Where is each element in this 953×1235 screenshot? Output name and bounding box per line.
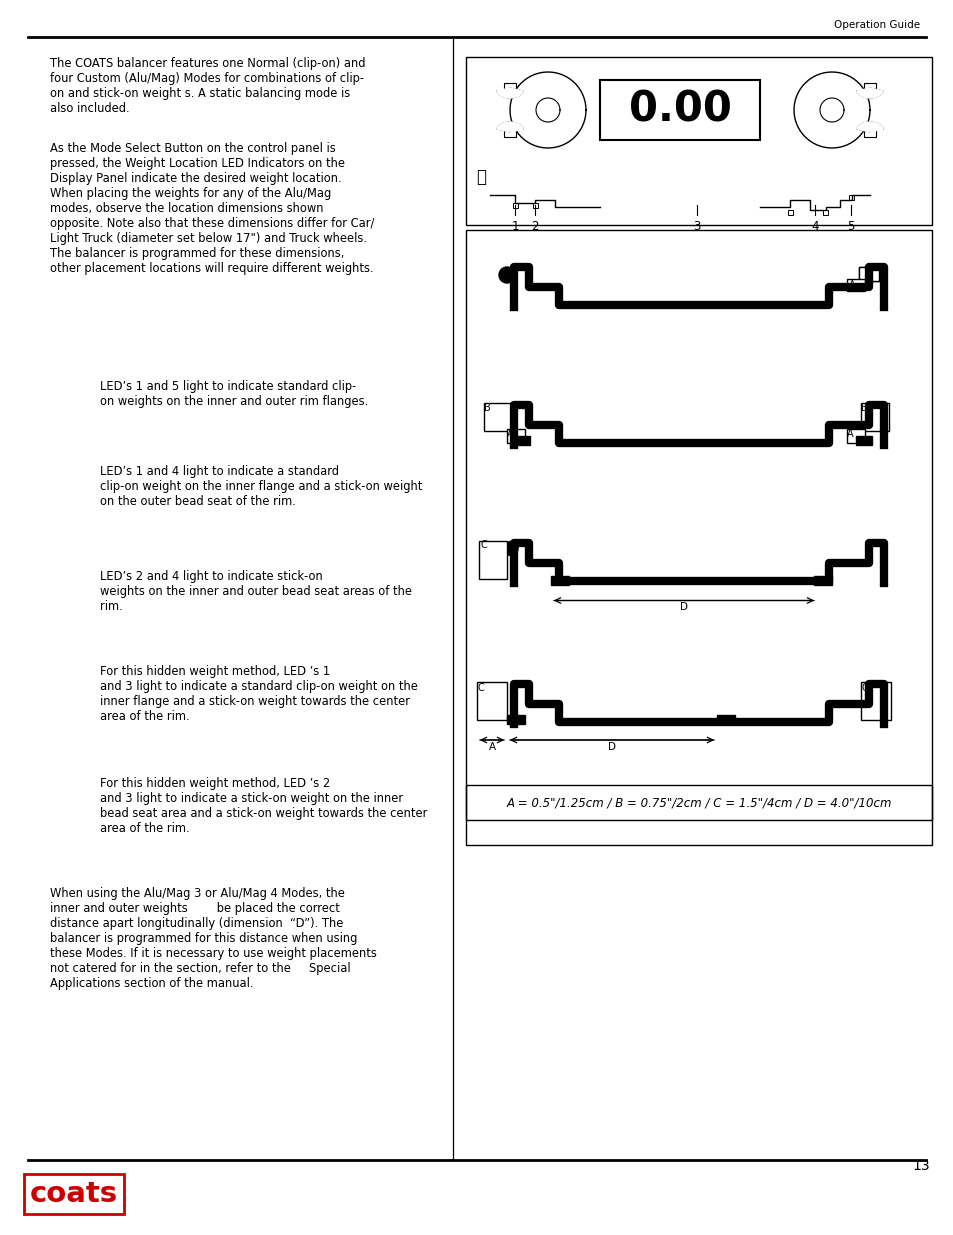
- Text: The COATS balancer features one Normal (clip-on) and
four Custom (Alu/Mag) Modes: The COATS balancer features one Normal (…: [50, 57, 365, 115]
- Bar: [848, 195, 853, 200]
- Text: 🚗: 🚗: [476, 168, 485, 186]
- Bar: [858, 267, 878, 282]
- Bar: [503, 127, 516, 137]
- Text: B: B: [483, 403, 490, 412]
- Polygon shape: [856, 122, 882, 132]
- Bar: [476, 682, 506, 720]
- Text: 5: 5: [846, 220, 854, 233]
- Circle shape: [503, 541, 517, 556]
- Text: 1: 1: [511, 220, 518, 233]
- Text: A: A: [848, 280, 855, 290]
- Bar: [717, 715, 734, 724]
- Text: C: C: [862, 683, 868, 693]
- Bar: [533, 203, 537, 207]
- Bar: [855, 436, 871, 445]
- Text: As the Mode Select Button on the control panel is
pressed, the Weight Location L: As the Mode Select Button on the control…: [50, 142, 374, 275]
- Bar: [465, 785, 931, 820]
- Bar: [863, 83, 875, 93]
- Bar: [599, 80, 760, 140]
- Text: C: C: [480, 541, 487, 551]
- Bar: [822, 210, 827, 215]
- Text: For this hidden weight method, LED ’s 2
and 3 light to indicate a stick-on weigh: For this hidden weight method, LED ’s 2 …: [100, 777, 427, 835]
- Text: A: A: [506, 429, 513, 438]
- Bar: [483, 403, 512, 431]
- Text: LED’s 2 and 4 light to indicate stick-on
weights on the inner and outer bead sea: LED’s 2 and 4 light to indicate stick-on…: [100, 571, 412, 613]
- Bar: [846, 429, 864, 443]
- Text: B: B: [861, 403, 867, 412]
- Bar: [478, 541, 506, 578]
- Bar: [813, 576, 831, 584]
- Text: 3: 3: [693, 220, 700, 233]
- Text: D: D: [607, 742, 616, 752]
- Bar: [863, 127, 875, 137]
- Polygon shape: [856, 88, 882, 98]
- Bar: [513, 203, 517, 207]
- Bar: [465, 57, 931, 225]
- Text: D: D: [679, 603, 687, 613]
- Text: 2: 2: [531, 220, 538, 233]
- Text: 0.00: 0.00: [628, 89, 731, 131]
- Bar: [503, 83, 516, 93]
- Text: A: A: [846, 429, 853, 438]
- Text: 13: 13: [911, 1158, 928, 1173]
- Circle shape: [498, 267, 515, 283]
- Text: For this hidden weight method, LED ’s 1
and 3 light to indicate a standard clip-: For this hidden weight method, LED ’s 1 …: [100, 664, 417, 722]
- Text: A = 0.5"/1.25cm / B = 0.75"/2cm / C = 1.5"/4cm / D = 4.0"/10cm: A = 0.5"/1.25cm / B = 0.75"/2cm / C = 1.…: [506, 797, 891, 809]
- Polygon shape: [497, 122, 523, 132]
- Bar: [514, 436, 530, 445]
- Polygon shape: [497, 88, 523, 98]
- Text: When using the Alu/Mag 3 or Alu/Mag 4 Modes, the
inner and outer weights        : When using the Alu/Mag 3 or Alu/Mag 4 Mo…: [50, 887, 376, 990]
- Text: A: A: [488, 742, 495, 752]
- Bar: [861, 403, 888, 431]
- Text: LED’s 1 and 5 light to indicate standard clip-
on weights on the inner and outer: LED’s 1 and 5 light to indicate standard…: [100, 380, 368, 408]
- Bar: [861, 682, 890, 720]
- Bar: [787, 210, 792, 215]
- Bar: [858, 267, 878, 282]
- Bar: [465, 230, 931, 845]
- Text: coats: coats: [30, 1181, 118, 1208]
- Text: Operation Guide: Operation Guide: [833, 20, 919, 30]
- Bar: [506, 429, 524, 443]
- Bar: [846, 279, 864, 291]
- Text: C: C: [477, 683, 484, 693]
- Text: 4: 4: [810, 220, 818, 233]
- Text: LED’s 1 and 4 light to indicate a standard
clip-on weight on the inner flange an: LED’s 1 and 4 light to indicate a standa…: [100, 466, 422, 508]
- Text: B: B: [880, 268, 887, 278]
- Bar: [551, 576, 568, 584]
- Bar: [506, 715, 524, 724]
